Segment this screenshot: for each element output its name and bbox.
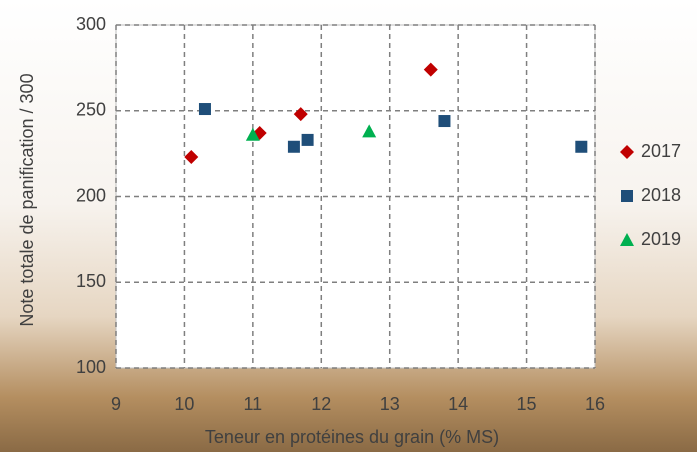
x-tick-label: 13 (380, 394, 400, 414)
data-point (198, 103, 211, 116)
legend-label: 2019 (641, 229, 681, 249)
x-tick-label: 11 (244, 394, 263, 414)
x-tick-label: 9 (111, 394, 121, 414)
data-point (245, 127, 260, 141)
x-axis-label: Teneur en protéines du grain (% MS) (205, 427, 499, 447)
x-tick-label: 14 (448, 394, 468, 414)
y-tick-label: 200 (76, 185, 106, 205)
x-tick-label: 12 (311, 394, 331, 414)
y-tick-label: 300 (76, 14, 106, 34)
legend-marker (620, 233, 634, 246)
legend-marker (620, 145, 634, 159)
data-point (362, 124, 377, 138)
y-axis-label: Note totale de panification / 300 (17, 73, 37, 326)
legend-marker (621, 190, 633, 202)
y-tick-label: 250 (76, 100, 106, 120)
data-point (423, 62, 438, 77)
data-point (287, 140, 300, 153)
data-point (575, 140, 588, 153)
data-point (184, 150, 199, 165)
legend-label: 2018 (641, 185, 681, 205)
data-point (293, 107, 308, 122)
legend-label: 2017 (641, 141, 681, 161)
x-tick-label: 16 (585, 394, 605, 414)
y-tick-label: 100 (76, 357, 106, 377)
x-tick-label: 10 (174, 394, 194, 414)
x-tick-label: 15 (517, 394, 537, 414)
data-point (301, 133, 314, 146)
y-tick-label: 150 (76, 271, 106, 291)
data-point (438, 115, 451, 128)
